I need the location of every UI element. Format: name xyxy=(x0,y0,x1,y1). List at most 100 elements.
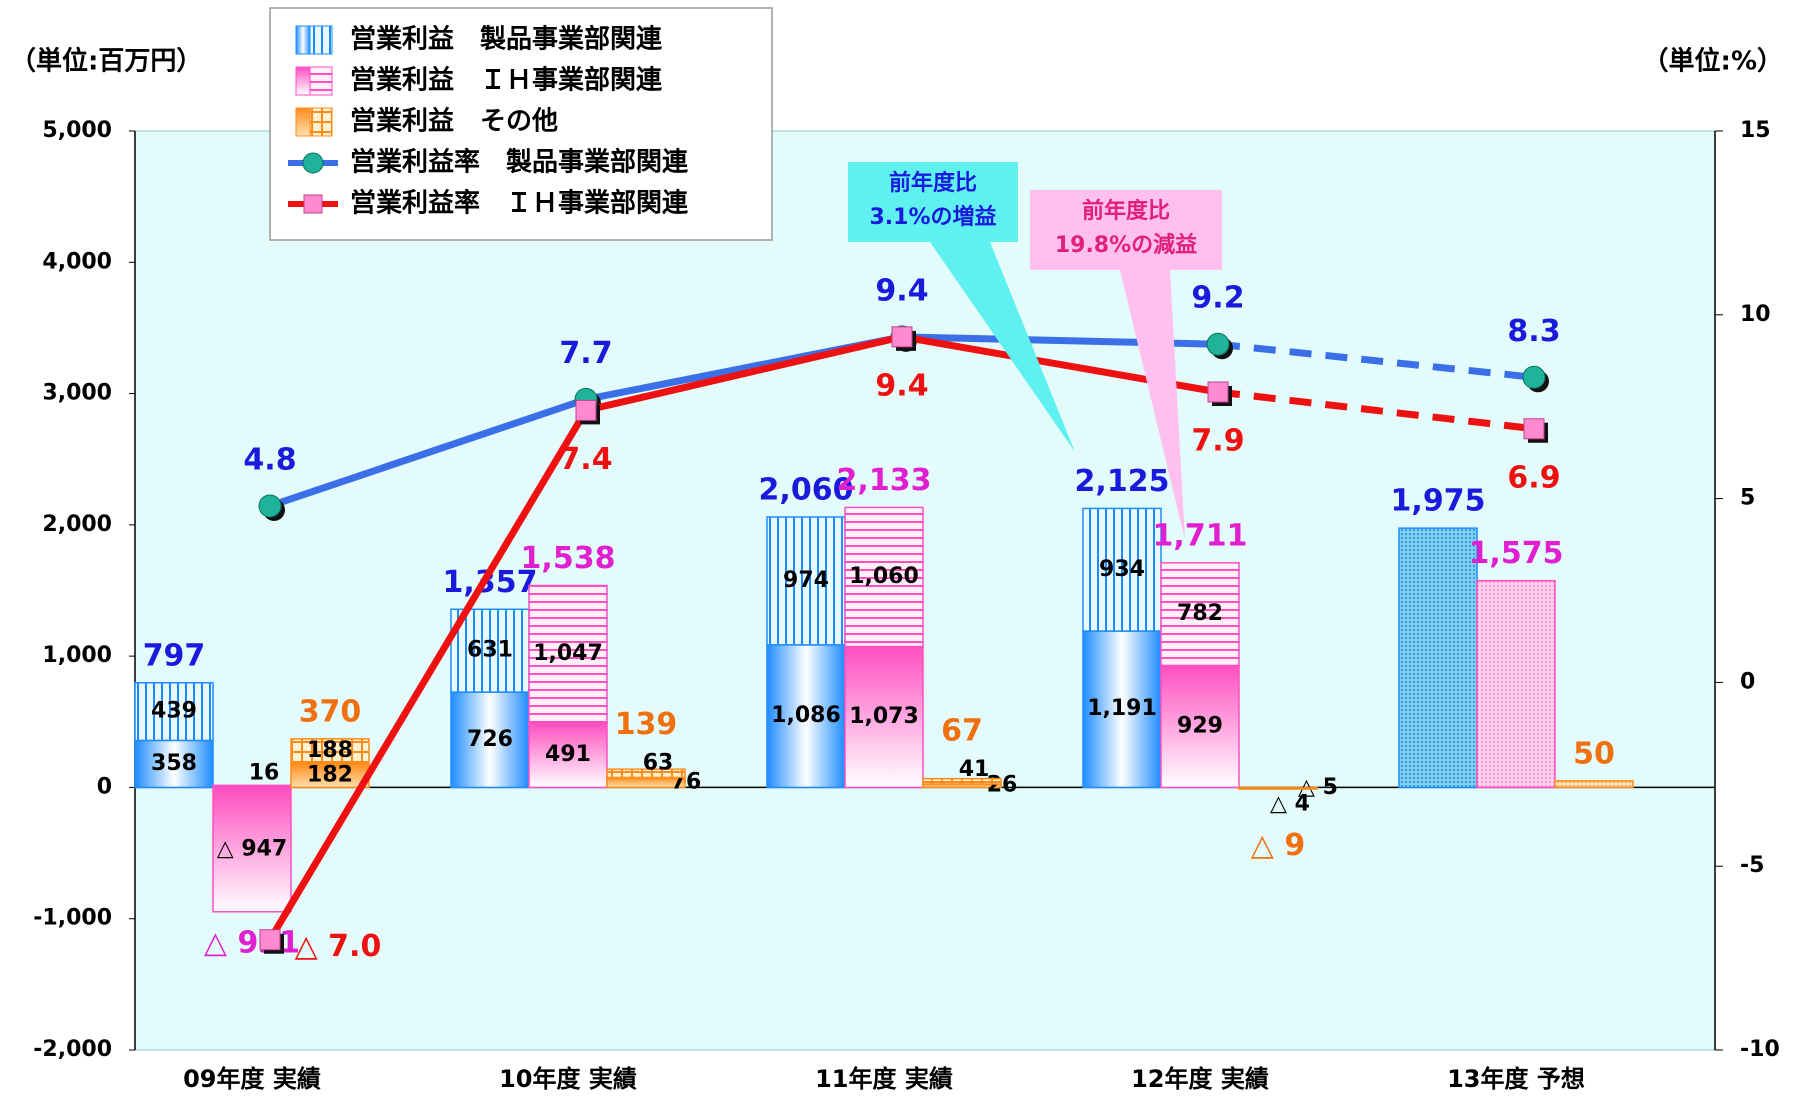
segment-label: 41 xyxy=(959,757,990,782)
line xyxy=(1217,388,1535,433)
segment-label: 782 xyxy=(1177,601,1223,626)
segment-label: 16 xyxy=(249,760,280,785)
bar xyxy=(1554,780,1634,789)
total-label: 139 xyxy=(615,707,678,742)
x-tick-label: 12年度 実績 xyxy=(1131,1065,1269,1093)
bar-segment xyxy=(1238,787,1318,790)
marker xyxy=(1523,418,1545,440)
marker xyxy=(891,326,913,348)
legend-label: 営業利益率 製品事業部関連 xyxy=(350,147,689,178)
legend-swatch xyxy=(295,66,311,96)
line-label: 8.3 xyxy=(1507,314,1560,349)
total-label: 797 xyxy=(143,638,206,673)
line-label: 7.4 xyxy=(559,442,612,477)
bar-segment xyxy=(212,784,292,789)
marker xyxy=(575,399,597,421)
total-label: △ 931 xyxy=(204,925,300,960)
legend-label: 営業利益 製品事業部関連 xyxy=(350,25,663,55)
y-tick-label: 1,000 xyxy=(42,643,112,668)
callout-text: 19.8%の減益 xyxy=(1055,232,1197,258)
total-label: 2,125 xyxy=(1075,464,1170,499)
segment-label: 974 xyxy=(783,568,829,593)
line xyxy=(266,333,1219,942)
segment-label: 439 xyxy=(151,699,197,724)
line-label: 9.4 xyxy=(875,368,928,403)
bar-segment xyxy=(134,739,214,789)
y-tick-label: 3,000 xyxy=(42,381,112,406)
marker xyxy=(1522,365,1546,389)
line xyxy=(1217,340,1535,381)
x-tick-label: 13年度 予想 xyxy=(1447,1065,1585,1093)
legend-label: 営業利益 ＩＨ事業部関連 xyxy=(350,66,663,96)
marker xyxy=(258,494,282,518)
total-label: 1,711 xyxy=(1153,518,1248,553)
segment-label: 491 xyxy=(545,742,591,767)
line-label: 7.9 xyxy=(1191,423,1244,458)
y-tick-label: 4,000 xyxy=(42,249,112,274)
segment-label: 929 xyxy=(1177,713,1223,738)
marker xyxy=(1206,332,1230,356)
total-label: △ 9 xyxy=(1251,828,1305,863)
y-tick-label: 5,000 xyxy=(42,118,112,143)
segment-label: △ 5 xyxy=(1298,775,1338,800)
bar-segment xyxy=(1082,507,1162,632)
y-tick-label: -1,000 xyxy=(33,906,112,931)
unit-right: （単位:%） xyxy=(1643,46,1783,77)
segment-label: 182 xyxy=(307,762,353,787)
segment-label: 934 xyxy=(1099,557,1145,582)
legend-swatch xyxy=(295,25,311,55)
y2-tick-label: 0 xyxy=(1740,669,1755,694)
total-label: 1,575 xyxy=(1469,536,1564,571)
segment-label: 726 xyxy=(467,727,513,752)
legend-swatch xyxy=(309,66,333,96)
segment-label: 188 xyxy=(307,738,353,763)
bar xyxy=(1398,527,1478,789)
legend-label: 営業利益 その他 xyxy=(350,107,558,137)
callout-text: 前年度比 xyxy=(889,170,977,196)
y-tick-label: 2,000 xyxy=(42,512,112,537)
segment-label: 631 xyxy=(467,638,513,663)
legend-swatch xyxy=(295,107,311,137)
segment-label: △ 4 xyxy=(1270,792,1310,817)
x-tick-label: 09年度 実績 xyxy=(183,1065,321,1093)
y2-tick-label: 5 xyxy=(1740,486,1755,511)
total-label: 2,060 xyxy=(759,472,854,507)
legend-marker xyxy=(303,194,323,214)
total-label: 1,538 xyxy=(521,541,616,576)
bar-segment xyxy=(134,682,214,742)
legend-swatch xyxy=(309,107,333,137)
segment-label: 26 xyxy=(987,773,1018,798)
y2-tick-label: -10 xyxy=(1740,1037,1780,1062)
legend-marker xyxy=(302,152,324,174)
y-tick-label: -2,000 xyxy=(33,1037,112,1062)
total-label: 2,133 xyxy=(837,463,932,498)
total-label: 370 xyxy=(299,694,362,729)
bar-segment xyxy=(290,738,370,765)
callout-pointer xyxy=(930,242,1075,452)
line-label: △ 7.0 xyxy=(295,929,382,964)
line-label: 9.4 xyxy=(875,273,928,308)
bar xyxy=(1476,579,1556,789)
marker xyxy=(1207,381,1229,403)
segment-label: 1,073 xyxy=(849,704,919,729)
total-label: 50 xyxy=(1573,736,1615,771)
y-tick-label: 0 xyxy=(97,774,112,799)
legend-box xyxy=(269,7,773,241)
total-label: 67 xyxy=(941,714,983,749)
segment-label: 1,047 xyxy=(533,641,603,666)
legend-label: 営業利益率 ＩＨ事業部関連 xyxy=(350,188,689,219)
bar-segment xyxy=(528,584,608,724)
bar-segment xyxy=(212,786,292,913)
bar-segment xyxy=(922,777,1002,785)
segment-label: 1,086 xyxy=(771,703,841,728)
callout-box xyxy=(848,162,1018,242)
segment-label: 1,191 xyxy=(1087,696,1157,721)
callout-box xyxy=(1030,190,1222,270)
x-tick-label: 10年度 実績 xyxy=(499,1065,637,1093)
line-label: 4.8 xyxy=(243,442,296,477)
line-label: 6.9 xyxy=(1507,460,1560,495)
unit-left: （単位:百万円） xyxy=(10,46,202,77)
y2-tick-label: 10 xyxy=(1740,302,1771,327)
segment-label: △ 947 xyxy=(217,837,288,862)
